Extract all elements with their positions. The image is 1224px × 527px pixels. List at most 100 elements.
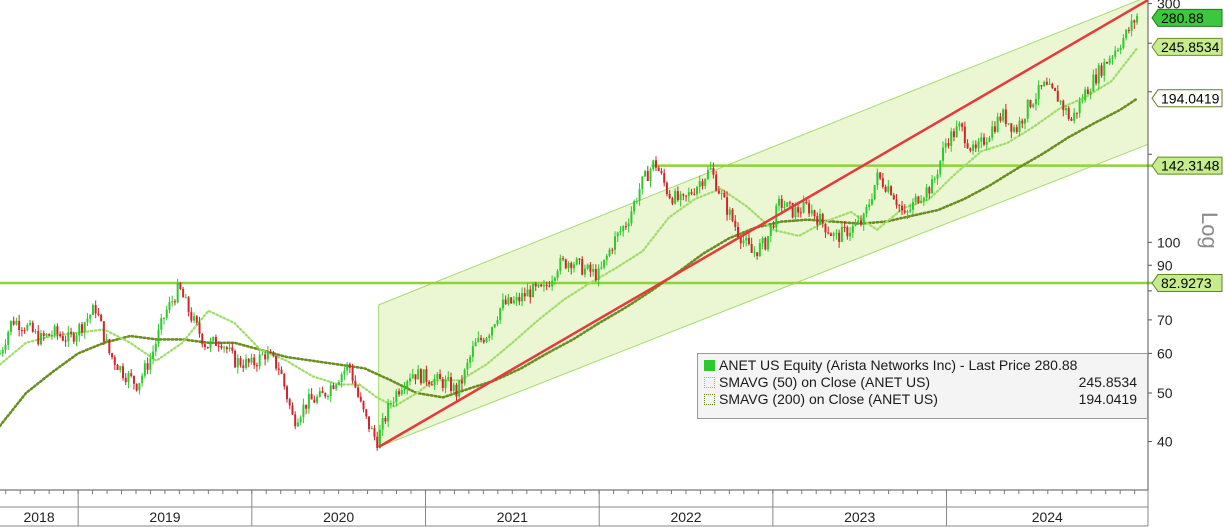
price-body [668,193,671,199]
price-bar [884,184,887,193]
price-body [225,347,228,350]
price-body [291,405,294,415]
price-bar [1043,80,1046,87]
price-bar [649,167,652,188]
price-body [942,147,944,161]
price-bar [501,293,504,311]
price-bar [86,312,89,327]
price-tag-label: 142.3148 [1161,158,1220,174]
price-bar [676,186,679,202]
price-body [920,200,923,203]
price-bar [1054,87,1057,92]
price-body [1073,112,1076,121]
price-bar [48,333,51,336]
price-bar [1133,19,1136,30]
price-body [996,116,999,132]
channel-upper-edge [378,0,1141,306]
price-bar [275,355,278,371]
price-body [253,357,256,366]
price-bar [657,165,660,172]
price-bar [521,287,524,307]
price-bar [635,197,638,204]
price-body [94,305,97,314]
price-bar [34,328,37,335]
price-body [108,339,111,354]
price-body [608,249,611,256]
price-bar [50,330,53,340]
price-body [141,375,144,384]
price-bar [204,341,206,351]
price-bar [81,321,83,337]
price-body [234,350,237,368]
price-bar [980,132,983,149]
price-bar [873,185,876,201]
price-body [635,200,638,202]
price-tag-label: 194.0419 [1161,90,1220,106]
price-body [671,198,674,204]
price-body [182,288,185,298]
price-bar [1075,112,1078,119]
price-bar [868,199,871,211]
price-bar [439,369,442,380]
price-body [928,187,931,194]
price-bar [786,202,789,208]
price-body [209,340,212,349]
price-body [37,331,40,345]
price-bar [991,120,994,141]
price-body [917,196,920,203]
price-body [644,171,647,177]
price-body [600,267,603,269]
price-bar [1021,118,1024,129]
price-bar [646,165,649,182]
price-bar [455,382,458,403]
price-bar [359,392,362,403]
price-bar [778,195,780,212]
price-body [583,268,586,275]
price-bar [72,331,75,344]
price-bar [652,159,655,172]
legend-row-sma50: SMAVG (50) on Close (ANET US) 245.8534 [704,374,1141,391]
price-body [911,201,914,210]
price-body [802,201,805,213]
x-tick-label: 2018 [23,509,54,525]
y-tick-label: 70 [1157,312,1173,328]
price-bar [1127,26,1130,34]
price-body [952,131,955,138]
price-body [1037,85,1040,100]
price-body [578,258,581,260]
price-body [53,326,56,335]
price-body [922,197,925,201]
price-bar [7,330,10,350]
price-body [958,123,961,127]
price-body [206,346,209,349]
price-bar [119,365,122,373]
price-bar [510,296,513,305]
price-body [838,232,841,242]
price-bar [540,283,543,288]
price-body [709,167,712,170]
price-body [734,220,737,227]
price-body [857,220,860,224]
price-tag-line: 142.3148 [1151,156,1223,175]
price-bar [756,252,759,260]
price-body [597,268,600,281]
price-bar [324,392,327,399]
price-bar [679,191,682,207]
log-scale-label: Log [1197,212,1222,249]
price-body [865,207,868,214]
price-bar [102,321,105,346]
price-bar [911,198,914,215]
price-bar [149,352,152,375]
price-body [447,377,450,380]
price-bar [1040,84,1043,90]
price-bar [933,176,936,184]
price-bar [1013,124,1016,134]
price-body [23,330,26,332]
price-bar [91,303,94,316]
price-body [460,380,463,384]
price-body [430,384,433,386]
price-bar [78,322,81,342]
price-bar [217,341,220,352]
price-body [961,123,964,127]
price-body [212,337,215,341]
